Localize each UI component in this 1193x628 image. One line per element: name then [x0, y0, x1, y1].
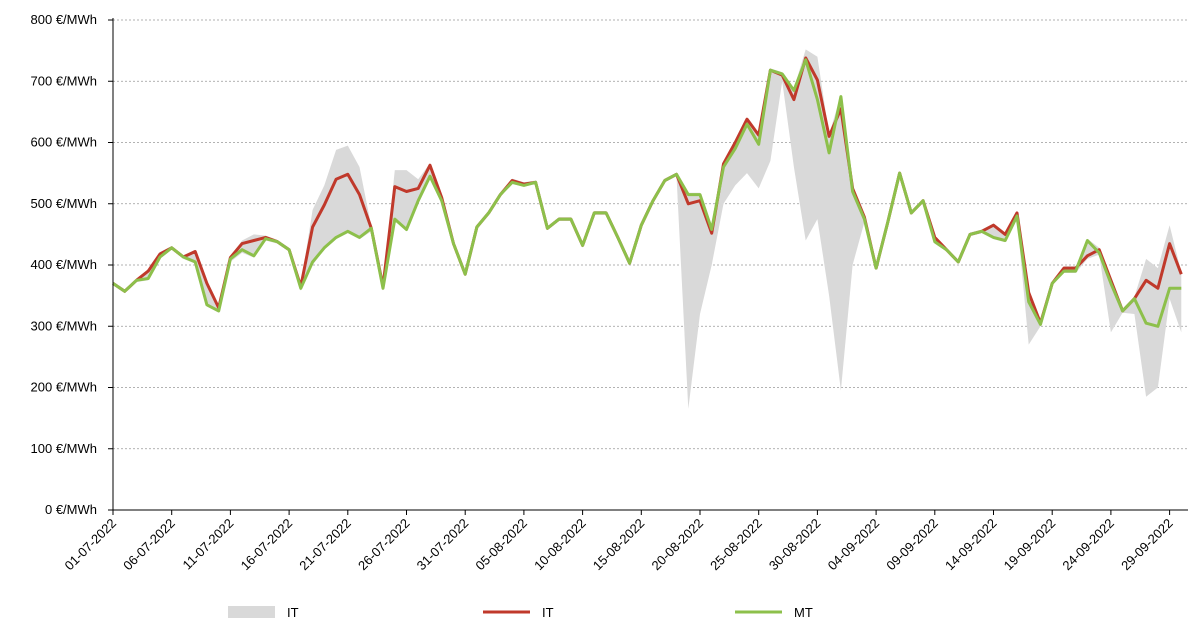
x-tick-label: 19-09-2022 — [1001, 516, 1059, 574]
x-tick-label: 30-08-2022 — [766, 516, 824, 574]
x-tick-label: 26-07-2022 — [355, 516, 413, 574]
x-tick-label: 11-07-2022 — [180, 516, 237, 573]
x-tick-label: 06-07-2022 — [120, 516, 178, 574]
x-tick-label: 24-09-2022 — [1059, 516, 1117, 574]
x-tick-label: 31-07-2022 — [414, 516, 472, 574]
y-tick-label: 100 €/MWh — [31, 441, 97, 456]
x-tick-label: 01-07-2022 — [61, 516, 119, 574]
x-tick-label: 20-08-2022 — [648, 516, 706, 574]
legend-label: MT — [794, 605, 813, 620]
x-tick-label: 09-09-2022 — [883, 516, 941, 574]
y-tick-label: 500 €/MWh — [31, 196, 97, 211]
y-tick-label: 700 €/MWh — [31, 73, 97, 88]
x-tick-label: 15-08-2022 — [590, 516, 648, 574]
y-tick-label: 0 €/MWh — [45, 502, 97, 517]
y-tick-label: 400 €/MWh — [31, 257, 97, 272]
x-tick-label: 14-09-2022 — [942, 516, 1000, 574]
x-tick-label: 25-08-2022 — [707, 516, 765, 574]
legend-label: IT — [287, 605, 299, 620]
y-tick-label: 800 €/MWh — [31, 12, 97, 27]
range-band — [113, 49, 1182, 409]
x-tick-label: 16-07-2022 — [238, 516, 296, 574]
x-tick-label: 29-09-2022 — [1118, 516, 1176, 574]
line — [112, 58, 1182, 328]
legend-label: IT — [542, 605, 554, 620]
x-tick-label: 21-07-2022 — [296, 516, 354, 574]
x-tick-label: 04-09-2022 — [825, 516, 883, 574]
line — [112, 56, 1183, 325]
y-tick-label: 200 €/MWh — [31, 380, 97, 395]
y-tick-label: 600 €/MWh — [31, 135, 97, 150]
y-tick-label: 300 €/MWh — [31, 318, 97, 333]
legend-swatch — [228, 606, 275, 618]
x-tick-label: 10-08-2022 — [531, 516, 589, 574]
x-tick-label: 05-08-2022 — [472, 516, 530, 574]
